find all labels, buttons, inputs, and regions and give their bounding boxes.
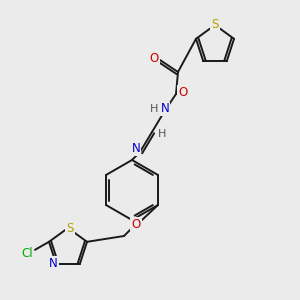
Text: S: S [211, 19, 219, 32]
Text: H: H [150, 104, 158, 114]
Text: N: N [160, 103, 169, 116]
Text: O: O [131, 218, 141, 230]
Text: H: H [158, 129, 166, 139]
Text: O: O [149, 52, 159, 64]
Text: N: N [132, 142, 140, 155]
Text: S: S [66, 223, 74, 236]
Text: Cl: Cl [21, 247, 33, 260]
Text: O: O [178, 85, 188, 98]
Text: N: N [49, 257, 58, 270]
